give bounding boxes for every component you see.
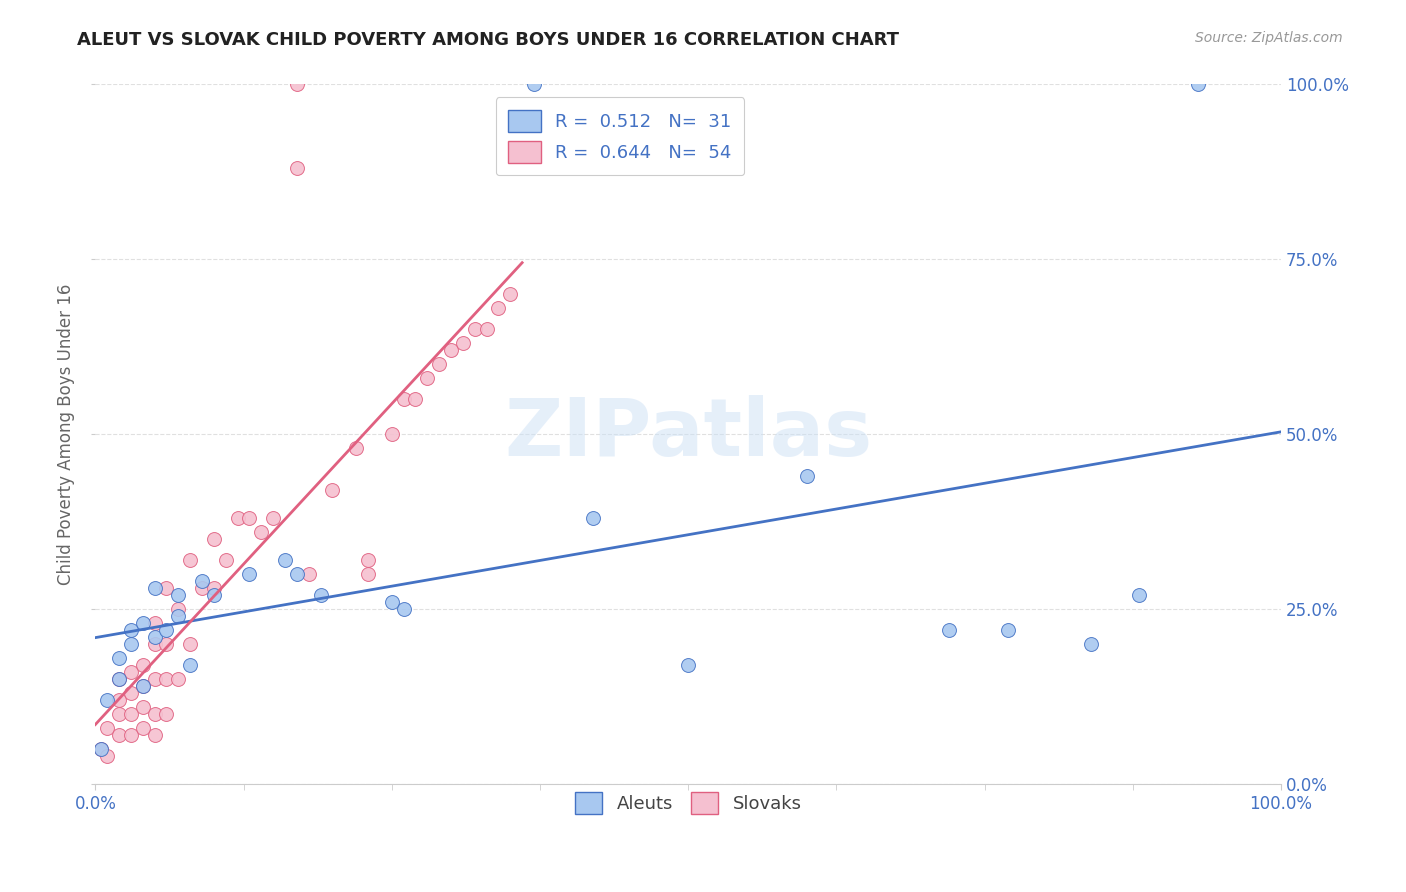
Point — [381, 595, 404, 609]
Point — [202, 589, 225, 603]
Point — [238, 567, 260, 582]
Point — [381, 427, 404, 442]
Point — [143, 728, 166, 742]
Point — [132, 722, 155, 736]
Point — [676, 658, 699, 673]
Point — [155, 707, 177, 722]
Point — [155, 624, 177, 638]
Point — [202, 533, 225, 547]
Point — [285, 78, 308, 92]
Point — [143, 631, 166, 645]
Point — [1080, 637, 1102, 651]
Text: ZIPatlas: ZIPatlas — [503, 395, 872, 474]
Point — [321, 483, 343, 498]
Point — [96, 722, 118, 736]
Point — [416, 371, 439, 385]
Point — [108, 707, 131, 722]
Point — [392, 602, 415, 616]
Point — [90, 742, 112, 756]
Point — [179, 658, 201, 673]
Point — [262, 511, 284, 525]
Point — [1128, 589, 1150, 603]
Point — [90, 742, 112, 756]
Point — [132, 700, 155, 714]
Point — [191, 574, 214, 589]
Point — [451, 336, 474, 351]
Point — [155, 637, 177, 651]
Point — [179, 553, 201, 567]
Point — [143, 673, 166, 687]
Point — [96, 693, 118, 707]
Point — [440, 343, 463, 358]
Point — [167, 589, 190, 603]
Point — [143, 582, 166, 596]
Point — [357, 567, 380, 582]
Point — [523, 78, 546, 92]
Point — [108, 673, 131, 687]
Point — [796, 469, 818, 483]
Text: Source: ZipAtlas.com: Source: ZipAtlas.com — [1195, 31, 1343, 45]
Point — [120, 624, 142, 638]
Point — [120, 637, 142, 651]
Point — [499, 287, 522, 301]
Point — [202, 582, 225, 596]
Point — [155, 582, 177, 596]
Point — [309, 589, 332, 603]
Point — [120, 686, 142, 700]
Point — [997, 624, 1019, 638]
Point — [475, 322, 498, 336]
Point — [298, 567, 321, 582]
Point — [464, 322, 486, 336]
Point — [120, 728, 142, 742]
Point — [427, 358, 450, 372]
Point — [120, 707, 142, 722]
Point — [167, 602, 190, 616]
Legend: Aleuts, Slovaks: Aleuts, Slovaks — [564, 780, 813, 824]
Point — [250, 525, 273, 540]
Point — [108, 693, 131, 707]
Point — [167, 609, 190, 624]
Point — [938, 624, 960, 638]
Point — [215, 553, 238, 567]
Text: ALEUT VS SLOVAK CHILD POVERTY AMONG BOYS UNDER 16 CORRELATION CHART: ALEUT VS SLOVAK CHILD POVERTY AMONG BOYS… — [77, 31, 900, 49]
Point — [108, 673, 131, 687]
Point — [274, 553, 297, 567]
Point — [143, 707, 166, 722]
Point — [108, 651, 131, 665]
Point — [143, 637, 166, 651]
Point — [1187, 78, 1209, 92]
Point — [404, 392, 426, 407]
Point — [108, 728, 131, 742]
Point — [582, 511, 605, 525]
Point — [132, 680, 155, 694]
Point — [392, 392, 415, 407]
Point — [179, 637, 201, 651]
Point — [285, 567, 308, 582]
Point — [96, 749, 118, 764]
Point — [167, 673, 190, 687]
Point — [132, 680, 155, 694]
Point — [226, 511, 249, 525]
Point — [285, 161, 308, 176]
Point — [357, 553, 380, 567]
Point — [238, 511, 260, 525]
Point — [132, 658, 155, 673]
Point — [143, 616, 166, 631]
Point — [155, 673, 177, 687]
Point — [344, 442, 367, 456]
Y-axis label: Child Poverty Among Boys Under 16: Child Poverty Among Boys Under 16 — [58, 284, 75, 585]
Point — [132, 616, 155, 631]
Point — [120, 665, 142, 680]
Point — [191, 582, 214, 596]
Point — [488, 301, 510, 316]
